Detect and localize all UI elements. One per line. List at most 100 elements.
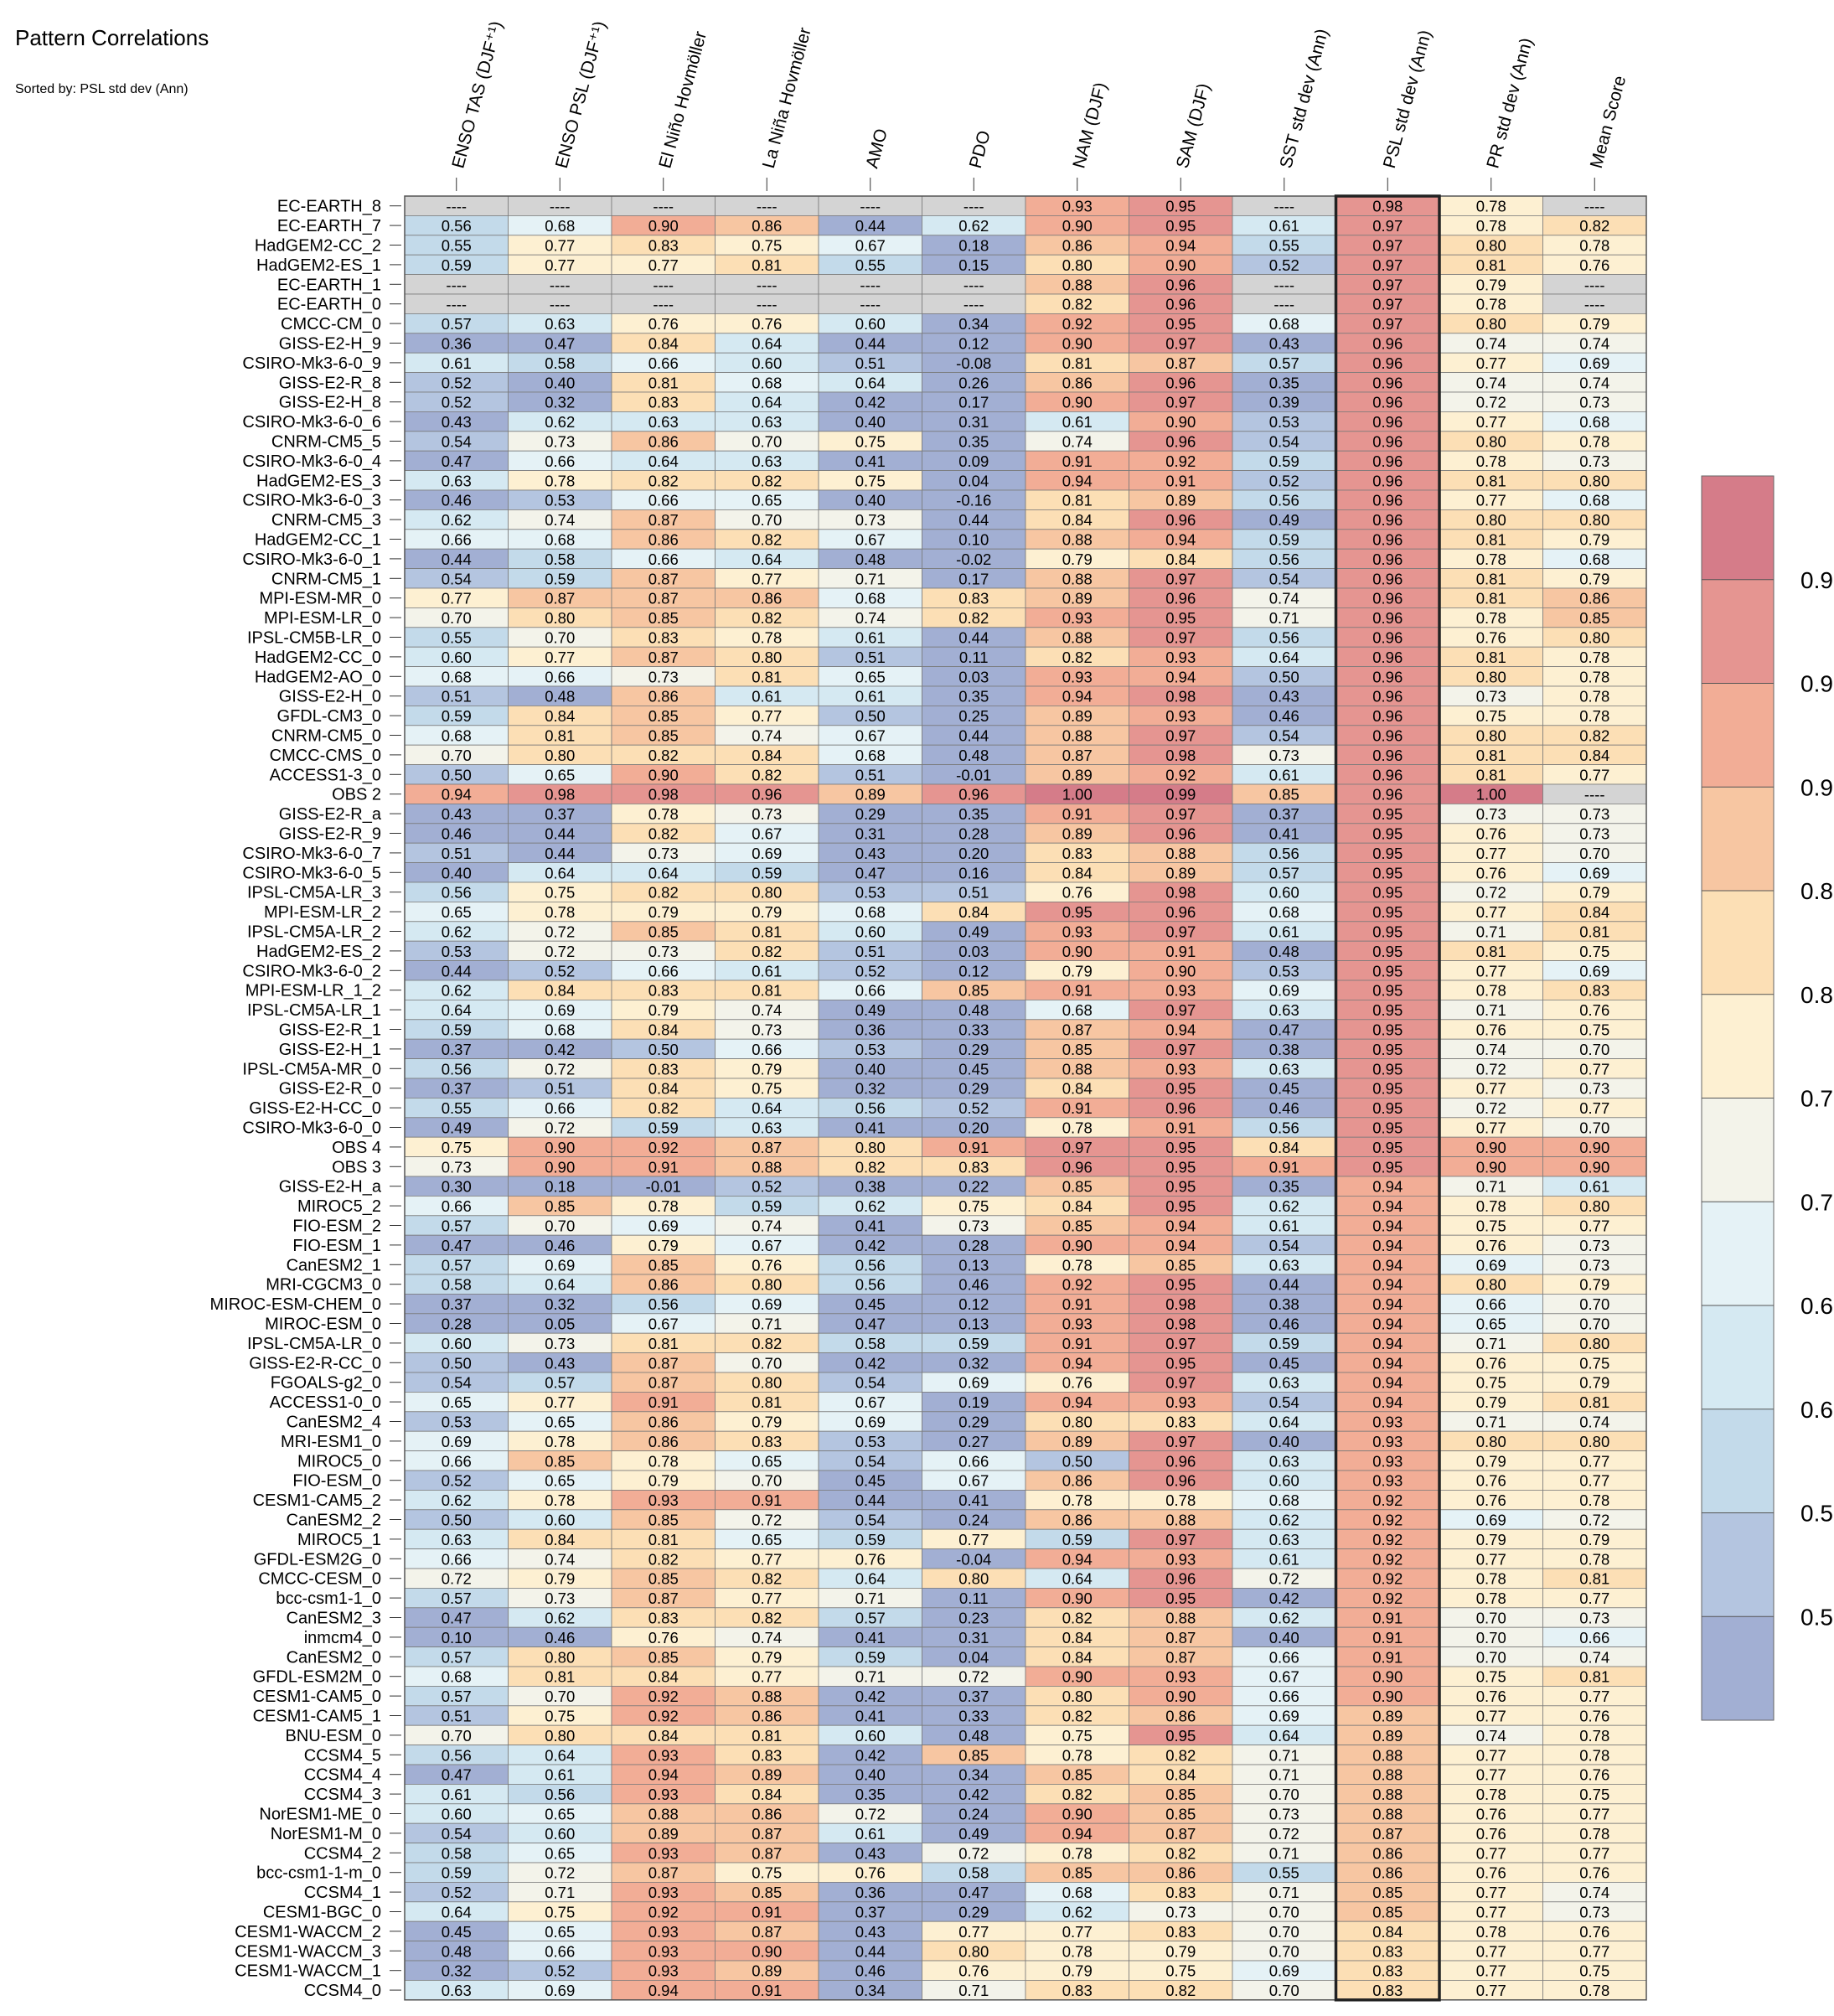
row-label: CCSM4_0 [304, 1982, 381, 2000]
cell-value: 0.56 [1269, 492, 1299, 509]
cell-value: 0.91 [1165, 943, 1196, 960]
cell-value: 0.72 [958, 1844, 989, 1862]
cell-value: 0.42 [855, 1688, 886, 1705]
cell-value: 0.75 [855, 433, 886, 451]
cell-value: 0.84 [1579, 747, 1609, 764]
cell-value: 0.51 [855, 354, 886, 372]
cell-value: 0.50 [648, 1041, 679, 1058]
cell-value: 0.95 [1372, 1021, 1403, 1039]
cell-value: 0.73 [1579, 1080, 1609, 1098]
cell-value: 0.77 [1579, 1099, 1609, 1117]
cell-value: 0.97 [1165, 1335, 1196, 1352]
cell-value: 0.30 [442, 1178, 472, 1196]
cell-value: 0.94 [1372, 1316, 1403, 1333]
cell-value: 0.94 [1372, 1256, 1403, 1274]
cell-value: 0.81 [1579, 1668, 1609, 1686]
cell-value: 0.78 [1579, 433, 1609, 451]
cell-value: 0.95 [1372, 1099, 1403, 1117]
cell-value: 0.47 [442, 1237, 472, 1254]
cell-value: 0.60 [752, 354, 782, 372]
cell-value: ---- [446, 276, 467, 293]
cell-value: 0.60 [855, 923, 886, 941]
cell-value: 0.54 [1269, 1393, 1299, 1411]
cell-value: 0.64 [442, 1001, 472, 1019]
cell-value: 0.45 [442, 1923, 472, 1941]
cell-value: 0.43 [545, 1354, 575, 1372]
cell-value: 0.84 [1062, 1629, 1093, 1646]
cell-value: 0.77 [545, 256, 575, 274]
cell-value: 0.90 [648, 766, 679, 783]
cell-value: 0.46 [855, 1962, 886, 1980]
cell-value: 0.70 [545, 1688, 575, 1705]
row-label: MPI-ESM-LR_0 [264, 609, 381, 628]
cell-value: 0.54 [855, 1452, 886, 1470]
cell-value: 0.70 [1579, 1316, 1609, 1333]
cell-value: 0.37 [855, 1904, 886, 1921]
cell-value: 0.85 [648, 923, 679, 941]
cell-value: 0.94 [442, 786, 472, 804]
cell-value: 0.78 [545, 903, 575, 921]
cell-value: ---- [653, 296, 674, 313]
cell-value: 0.75 [1579, 1786, 1609, 1803]
cell-value: 0.52 [545, 962, 575, 980]
cell-value: 0.82 [648, 747, 679, 764]
cell-value: 0.91 [1062, 1335, 1093, 1352]
colorbar-label: 0.95 [1800, 671, 1834, 697]
cell-value: 0.83 [648, 237, 679, 255]
cell-value: 0.86 [1062, 237, 1093, 255]
cell-value: 0.47 [442, 452, 472, 470]
cell-value: 0.54 [1269, 727, 1299, 745]
row-label: CMCC-CESM_0 [258, 1570, 381, 1589]
cell-value: 0.74 [1579, 335, 1609, 353]
cell-value: 0.61 [545, 1766, 575, 1784]
cell-value: 0.77 [1476, 1982, 1506, 1999]
colorbar-segment [1702, 1616, 1774, 1720]
cell-value: 0.91 [648, 1158, 679, 1176]
cell-value: 0.94 [1372, 1237, 1403, 1254]
cell-value: 0.81 [752, 1727, 782, 1745]
cell-value: 0.47 [1269, 1021, 1299, 1039]
cell-value: 0.51 [958, 884, 989, 902]
cell-value: 0.84 [1062, 1648, 1093, 1666]
cell-value: 0.57 [1269, 354, 1299, 372]
cell-value: 0.69 [752, 845, 782, 862]
cell-value: 0.56 [1269, 1119, 1299, 1137]
colorbar-segment [1702, 1098, 1774, 1202]
cell-value: 0.57 [442, 1256, 472, 1274]
cell-value: 0.65 [545, 1923, 575, 1941]
cell-value: 0.65 [545, 1844, 575, 1862]
cell-value: 0.77 [1476, 413, 1506, 431]
cell-value: 0.86 [1579, 590, 1609, 607]
cell-value: 0.39 [1269, 394, 1299, 411]
cell-value: 0.64 [1269, 649, 1299, 666]
row-label: bcc-csm1-1_0 [276, 1590, 381, 1608]
row-label: FIO-ESM_1 [292, 1237, 381, 1255]
cell-value: 0.93 [648, 1491, 679, 1509]
cell-value: 0.93 [1372, 1472, 1403, 1490]
row-label: GISS-E2-H_0 [279, 688, 381, 706]
cell-value: 0.78 [1476, 1197, 1506, 1215]
cell-value: 0.69 [545, 1982, 575, 1999]
cell-value: 0.63 [1269, 1374, 1299, 1392]
cell-value: 0.70 [442, 747, 472, 764]
cell-value: 0.73 [1579, 825, 1609, 843]
cell-value: 0.68 [1269, 1491, 1299, 1509]
cell-value: 1.00 [1062, 786, 1093, 804]
cell-value: 0.82 [648, 884, 679, 902]
cell-value: 0.43 [442, 413, 472, 431]
cell-value: 0.85 [1062, 1217, 1093, 1235]
cell-value: 0.85 [1165, 1786, 1196, 1803]
cell-value: 0.70 [1269, 1923, 1299, 1941]
cell-value: 0.56 [1269, 629, 1299, 647]
cell-value: 0.46 [545, 1629, 575, 1646]
cell-value: 0.37 [442, 1295, 472, 1313]
cell-value: 0.87 [752, 1825, 782, 1843]
row-label: ACCESS1-0_0 [270, 1393, 381, 1412]
cell-value: 0.77 [545, 649, 575, 666]
cell-value: 0.78 [545, 1433, 575, 1450]
cell-value: 0.84 [648, 1727, 679, 1745]
cell-value: 0.95 [1165, 1158, 1196, 1176]
cell-value: 0.96 [1062, 1158, 1093, 1176]
row-label: CNRM-CM5_1 [271, 570, 381, 588]
cell-value: 0.99 [1165, 786, 1196, 804]
